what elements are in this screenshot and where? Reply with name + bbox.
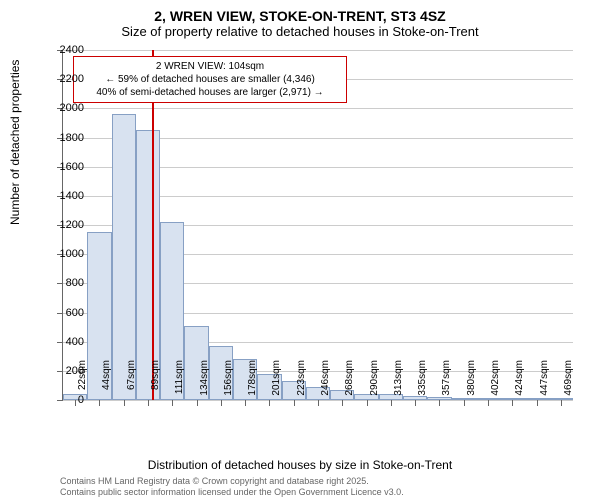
annotation-box: 2 WREN VIEW: 104sqm ← 59% of detached ho… <box>73 56 347 103</box>
x-tick <box>415 400 416 406</box>
y-tick-label: 2000 <box>44 102 84 114</box>
y-axis-title: Number of detached properties <box>8 60 22 225</box>
histogram-bar <box>112 114 136 400</box>
x-tick-label: 268sqm <box>344 360 355 410</box>
x-tick-label: 447sqm <box>539 360 550 410</box>
chart-title: 2, WREN VIEW, STOKE-ON-TRENT, ST3 4SZ <box>0 0 600 24</box>
x-tick-label: 469sqm <box>563 360 574 410</box>
y-tick-label: 1000 <box>44 248 84 260</box>
x-tick <box>367 400 368 406</box>
x-tick-label: 424sqm <box>514 360 525 410</box>
x-tick-label: 156sqm <box>223 360 234 410</box>
x-tick-label: 44sqm <box>101 360 112 410</box>
x-tick <box>318 400 319 406</box>
x-tick <box>221 400 222 406</box>
y-tick-label: 1200 <box>44 219 84 231</box>
x-tick-label: 111sqm <box>174 360 185 410</box>
footer-line2: Contains public sector information licen… <box>60 487 404 498</box>
x-tick-label: 67sqm <box>126 360 137 410</box>
chart-subtitle: Size of property relative to detached ho… <box>0 24 600 43</box>
x-tick <box>537 400 538 406</box>
annotation-line3: 40% of semi-detached houses are larger (… <box>80 86 340 99</box>
y-tick-label: 2400 <box>44 44 84 56</box>
x-axis-title: Distribution of detached houses by size … <box>0 458 600 472</box>
x-tick <box>464 400 465 406</box>
annotation-line1: 2 WREN VIEW: 104sqm <box>80 60 340 73</box>
x-tick-label: 335sqm <box>417 360 428 410</box>
x-tick <box>561 400 562 406</box>
grid-line <box>63 50 573 51</box>
footer-line1: Contains HM Land Registry data © Crown c… <box>60 476 404 487</box>
x-tick <box>148 400 149 406</box>
footer-attribution: Contains HM Land Registry data © Crown c… <box>60 476 404 498</box>
x-tick <box>245 400 246 406</box>
grid-line <box>63 108 573 109</box>
x-tick <box>124 400 125 406</box>
y-tick-label: 1600 <box>44 161 84 173</box>
x-tick-label: 134sqm <box>199 360 210 410</box>
x-tick-label: 89sqm <box>150 360 161 410</box>
y-tick-label: 1400 <box>44 190 84 202</box>
x-tick <box>391 400 392 406</box>
y-tick-label: 2200 <box>44 73 84 85</box>
y-tick-label: 1800 <box>44 132 84 144</box>
x-tick-label: 178sqm <box>247 360 258 410</box>
x-tick-label: 402sqm <box>490 360 501 410</box>
x-tick <box>197 400 198 406</box>
annotation-line2: ← 59% of detached houses are smaller (4,… <box>80 73 340 86</box>
x-tick-label: 290sqm <box>369 360 380 410</box>
histogram-chart: 2, WREN VIEW, STOKE-ON-TRENT, ST3 4SZ Si… <box>0 0 600 500</box>
x-tick-label: 380sqm <box>466 360 477 410</box>
x-tick-label: 357sqm <box>441 360 452 410</box>
x-tick-label: 22sqm <box>77 360 88 410</box>
y-tick-label: 600 <box>44 307 84 319</box>
plot-area: 2 WREN VIEW: 104sqm ← 59% of detached ho… <box>62 50 573 401</box>
x-tick-label: 201sqm <box>271 360 282 410</box>
x-tick <box>488 400 489 406</box>
x-tick-label: 246sqm <box>320 360 331 410</box>
y-tick-label: 800 <box>44 277 84 289</box>
y-tick-label: 400 <box>44 336 84 348</box>
x-tick-label: 223sqm <box>296 360 307 410</box>
x-tick <box>294 400 295 406</box>
x-tick-label: 313sqm <box>393 360 404 410</box>
